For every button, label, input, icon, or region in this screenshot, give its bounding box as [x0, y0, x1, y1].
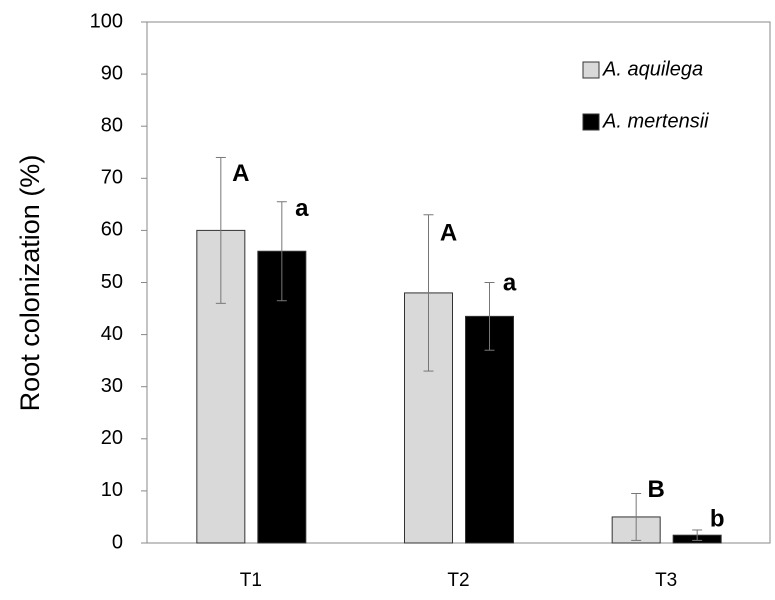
bar	[465, 315, 514, 544]
y-tick-label: 20	[101, 427, 123, 449]
significance-letter: A	[440, 219, 457, 246]
y-axis-label: Root colonization (%)	[15, 155, 45, 412]
legend-label: A. aquilega	[602, 58, 703, 80]
y-tick-label: 80	[101, 114, 123, 136]
y-tick-label: 50	[101, 271, 123, 293]
x-tick-label: T1	[240, 570, 262, 591]
significance-letter: b	[710, 505, 725, 532]
y-tick-label: 10	[101, 479, 123, 501]
legend-swatch	[582, 113, 600, 131]
y-tick-label: 70	[101, 167, 123, 189]
y-tick-label: 60	[101, 219, 123, 241]
significance-letter: a	[295, 195, 309, 222]
y-tick-label: 100	[90, 10, 123, 32]
y-tick-label: 40	[101, 323, 123, 345]
legend-label: A. mertensii	[602, 110, 709, 132]
significance-letter: a	[503, 269, 517, 296]
y-tick-label: 90	[101, 62, 123, 84]
y-tick-label: 30	[101, 375, 123, 397]
x-tick-label: T2	[447, 570, 469, 591]
y-tick-label: 0	[112, 531, 123, 553]
legend-swatch	[582, 61, 600, 79]
significance-letter: A	[232, 160, 249, 187]
x-tick-label: T3	[655, 570, 677, 591]
significance-letter: B	[647, 476, 664, 503]
